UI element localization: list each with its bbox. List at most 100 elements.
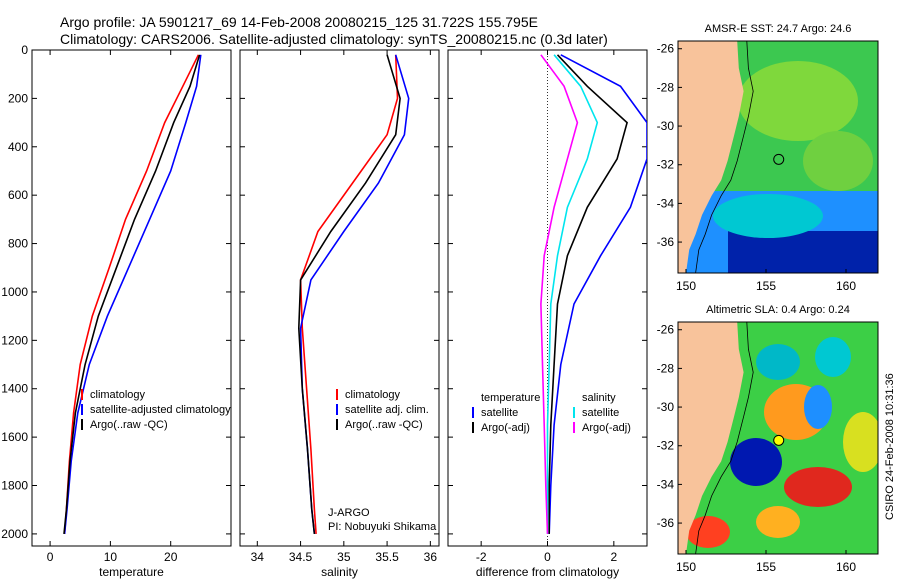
y-tick-label: 1600 <box>1 430 28 444</box>
y-tick-label: 0 <box>21 43 28 57</box>
y-tick-label: 2000 <box>1 527 28 541</box>
x-tick-label: 10 <box>104 550 118 564</box>
jargo-line-1: J-ARGO <box>328 507 370 519</box>
x-tick-label: 150 <box>676 560 696 574</box>
legend-entry: satellite <box>481 407 518 419</box>
legend-entry: Argo(-adj) <box>582 422 631 434</box>
x-tick-label: 160 <box>836 279 856 293</box>
timestamp-label: CSIRO 24-Feb-2008 10:31:36 <box>884 373 896 520</box>
header-line-2: Climatology: CARS2006. Satellite-adjuste… <box>60 31 608 47</box>
header-line-1: Argo profile: JA 5901217_69 14-Feb-2008 … <box>60 14 538 30</box>
land-mass <box>678 322 744 554</box>
legend-entry: satellite <box>582 407 619 419</box>
anomaly-patch <box>756 344 800 380</box>
anomaly-patch <box>815 337 851 377</box>
anomaly-patch <box>843 412 878 472</box>
legend-title: temperature <box>481 392 540 404</box>
profile-panel-1: 0 10 2002004006008001000120014001600180020… <box>1 43 232 579</box>
x-tick-label: 35.5 <box>375 550 399 564</box>
anomaly-patch <box>713 194 823 238</box>
legend-entry: climatology <box>90 389 146 401</box>
jargo-annotation: J-ARGO PI: Nobuyuki Shikama <box>328 507 437 533</box>
legend-title: salinity <box>582 392 616 404</box>
panel-frame <box>31 49 232 547</box>
map-title: Altimetric SLA: 0.4 Argo: 0.24 <box>706 304 850 316</box>
anomaly-patch <box>730 438 782 486</box>
y-tick-label: -34 <box>657 196 675 210</box>
x-axis-label: salinity <box>321 565 358 579</box>
sla-map: Altimetric SLA: 0.4 Argo: 0.24 150 155 160 -… <box>657 304 879 574</box>
x-tick-label: 36 <box>424 550 438 564</box>
y-tick-label: -30 <box>657 119 675 133</box>
map-frame <box>677 40 879 274</box>
y-tick-label: -30 <box>657 400 675 414</box>
y-tick-label: 1000 <box>1 285 28 299</box>
x-tick-label: 34.5 <box>289 550 313 564</box>
x-tick-label: 155 <box>756 560 776 574</box>
x-tick-label: 0 <box>544 550 551 564</box>
land-mass <box>678 41 744 273</box>
series-group <box>297 54 410 534</box>
y-tick-label: -28 <box>657 361 675 375</box>
profile-marker <box>773 434 785 446</box>
x-tick-label: 35 <box>337 550 351 564</box>
jargo-line-2: PI: Nobuyuki Shikama <box>328 521 437 533</box>
series-line-2 <box>63 54 202 534</box>
x-tick-label: 150 <box>676 279 696 293</box>
series-line-3 <box>63 54 201 534</box>
legend-entry: satellite-adjusted climatology <box>90 404 231 416</box>
series-line-2 <box>548 54 629 534</box>
y-tick-label: -26 <box>657 323 675 337</box>
y-tick-label: -32 <box>657 439 675 453</box>
x-tick-label: 34 <box>251 550 265 564</box>
legend-entry: climatology <box>345 389 401 401</box>
shelf-contour <box>695 41 754 273</box>
anomaly-patch <box>803 131 873 191</box>
y-tick-label: 1400 <box>1 382 28 396</box>
series-line-3 <box>297 54 401 534</box>
x-tick-label: 160 <box>836 560 856 574</box>
legend-entry: Argo(..raw -QC) <box>345 419 423 431</box>
y-tick-label: 600 <box>8 188 28 202</box>
profile-panel-2: 34 34.5 35 35.5 36 salinity climatology satelli… <box>239 49 440 579</box>
series-group <box>63 54 202 534</box>
y-tick-label: -36 <box>657 235 675 249</box>
panel-frame <box>239 49 440 547</box>
anomaly-patch <box>804 385 832 429</box>
legend-entry: Argo(-adj) <box>481 422 530 434</box>
series-line-3 <box>546 54 599 534</box>
legend-entry: satellite adj. clim. <box>345 404 429 416</box>
x-tick-label: 0 <box>47 550 54 564</box>
y-tick-label: 1800 <box>1 479 28 493</box>
y-tick-label: 200 <box>8 91 28 105</box>
anomaly-patch <box>784 467 852 507</box>
map-frame <box>677 321 879 555</box>
legend-entry: Argo(..raw -QC) <box>90 419 168 431</box>
x-tick-label: -2 <box>476 550 487 564</box>
x-tick-label: 2 <box>610 550 617 564</box>
y-tick-label: -32 <box>657 158 675 172</box>
x-tick-label: 155 <box>756 279 776 293</box>
x-axis-label: temperature <box>99 565 164 579</box>
x-axis-label: difference from climatology <box>476 565 619 579</box>
y-tick-label: -36 <box>657 516 675 530</box>
cool-patch <box>728 231 878 273</box>
anomaly-patch <box>686 516 730 548</box>
shelf-contour <box>695 322 754 554</box>
anomaly-patch <box>738 61 858 141</box>
series-line-1 <box>548 54 647 534</box>
profile-marker <box>773 153 785 165</box>
series-line-4 <box>540 54 579 534</box>
y-tick-label: -26 <box>657 42 675 56</box>
map-title: AMSR-E SST: 24.7 Argo: 24.6 <box>705 23 852 35</box>
sst-map: AMSR-E SST: 24.7 Argo: 24.6 150 155 160 -26 -… <box>657 23 879 293</box>
series-group <box>540 54 647 534</box>
y-tick-label: 400 <box>8 140 28 154</box>
y-tick-label: -28 <box>657 80 675 94</box>
y-tick-label: -34 <box>657 477 675 491</box>
anomaly-patch <box>756 506 800 538</box>
y-tick-label: 1200 <box>1 333 28 347</box>
y-tick-label: 800 <box>8 237 28 251</box>
